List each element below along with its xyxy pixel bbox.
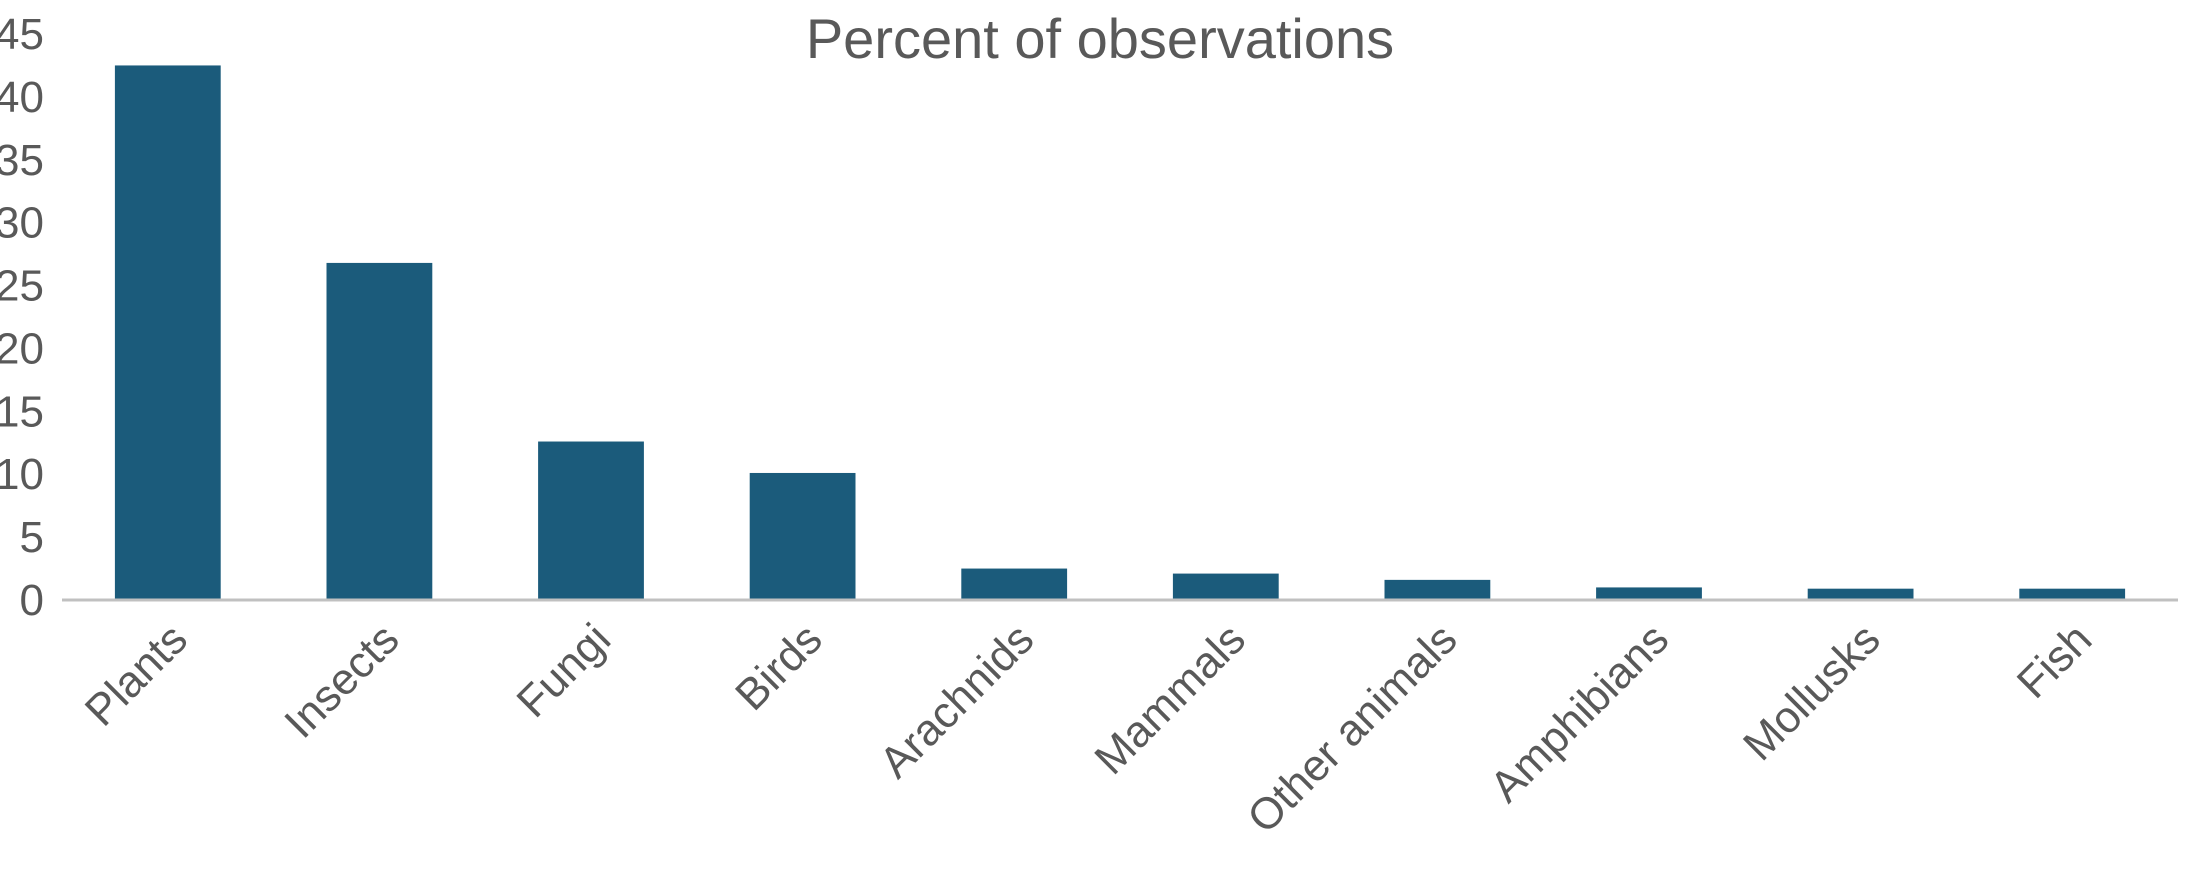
x-axis-labels: Plants Insects Fungi Birds Arachnids MammalsO…: [76, 614, 2102, 842]
chart-title: Percent of observations: [806, 7, 1394, 70]
bar: [114, 65, 221, 600]
bar: [326, 262, 433, 600]
y-tick-label: 25: [0, 262, 44, 311]
bar: [1596, 587, 1702, 600]
x-tick-label: Birds: [726, 614, 832, 720]
y-tick-label: 35: [0, 136, 44, 185]
bar: [2019, 588, 2126, 600]
y-tick-label: 40: [0, 73, 44, 122]
bar: [749, 472, 856, 600]
y-tick-label: 45: [0, 10, 44, 59]
x-tick-label: Fish: [2008, 614, 2101, 707]
bars: [114, 65, 2126, 600]
x-tick-label: Mammals: [1085, 614, 1254, 783]
x-tick-label: Plants: [76, 614, 197, 735]
y-tick-label: 5: [20, 513, 44, 562]
bar: [1384, 579, 1491, 600]
y-axis-ticks: 0 5 10 15 20 25 30 35 40 45: [0, 10, 44, 625]
x-tick-label: Insects: [275, 614, 408, 747]
y-tick-label: 20: [0, 324, 44, 373]
bar: [961, 568, 1068, 600]
y-tick-label: 30: [0, 199, 44, 248]
y-tick-label: 15: [0, 387, 44, 436]
y-tick-label: 0: [20, 576, 44, 625]
x-tick-label: Arachnids: [870, 614, 1043, 787]
y-tick-label: 10: [0, 450, 44, 499]
x-tick-label: Amphibians: [1481, 614, 1678, 811]
x-tick-label: Fungi: [508, 614, 620, 726]
bar: [1172, 573, 1279, 600]
bar: [1807, 588, 1914, 600]
x-tick-label: Other animals: [1238, 614, 1466, 842]
bar: [538, 441, 644, 600]
x-tick-label: Mollusks: [1734, 614, 1890, 770]
